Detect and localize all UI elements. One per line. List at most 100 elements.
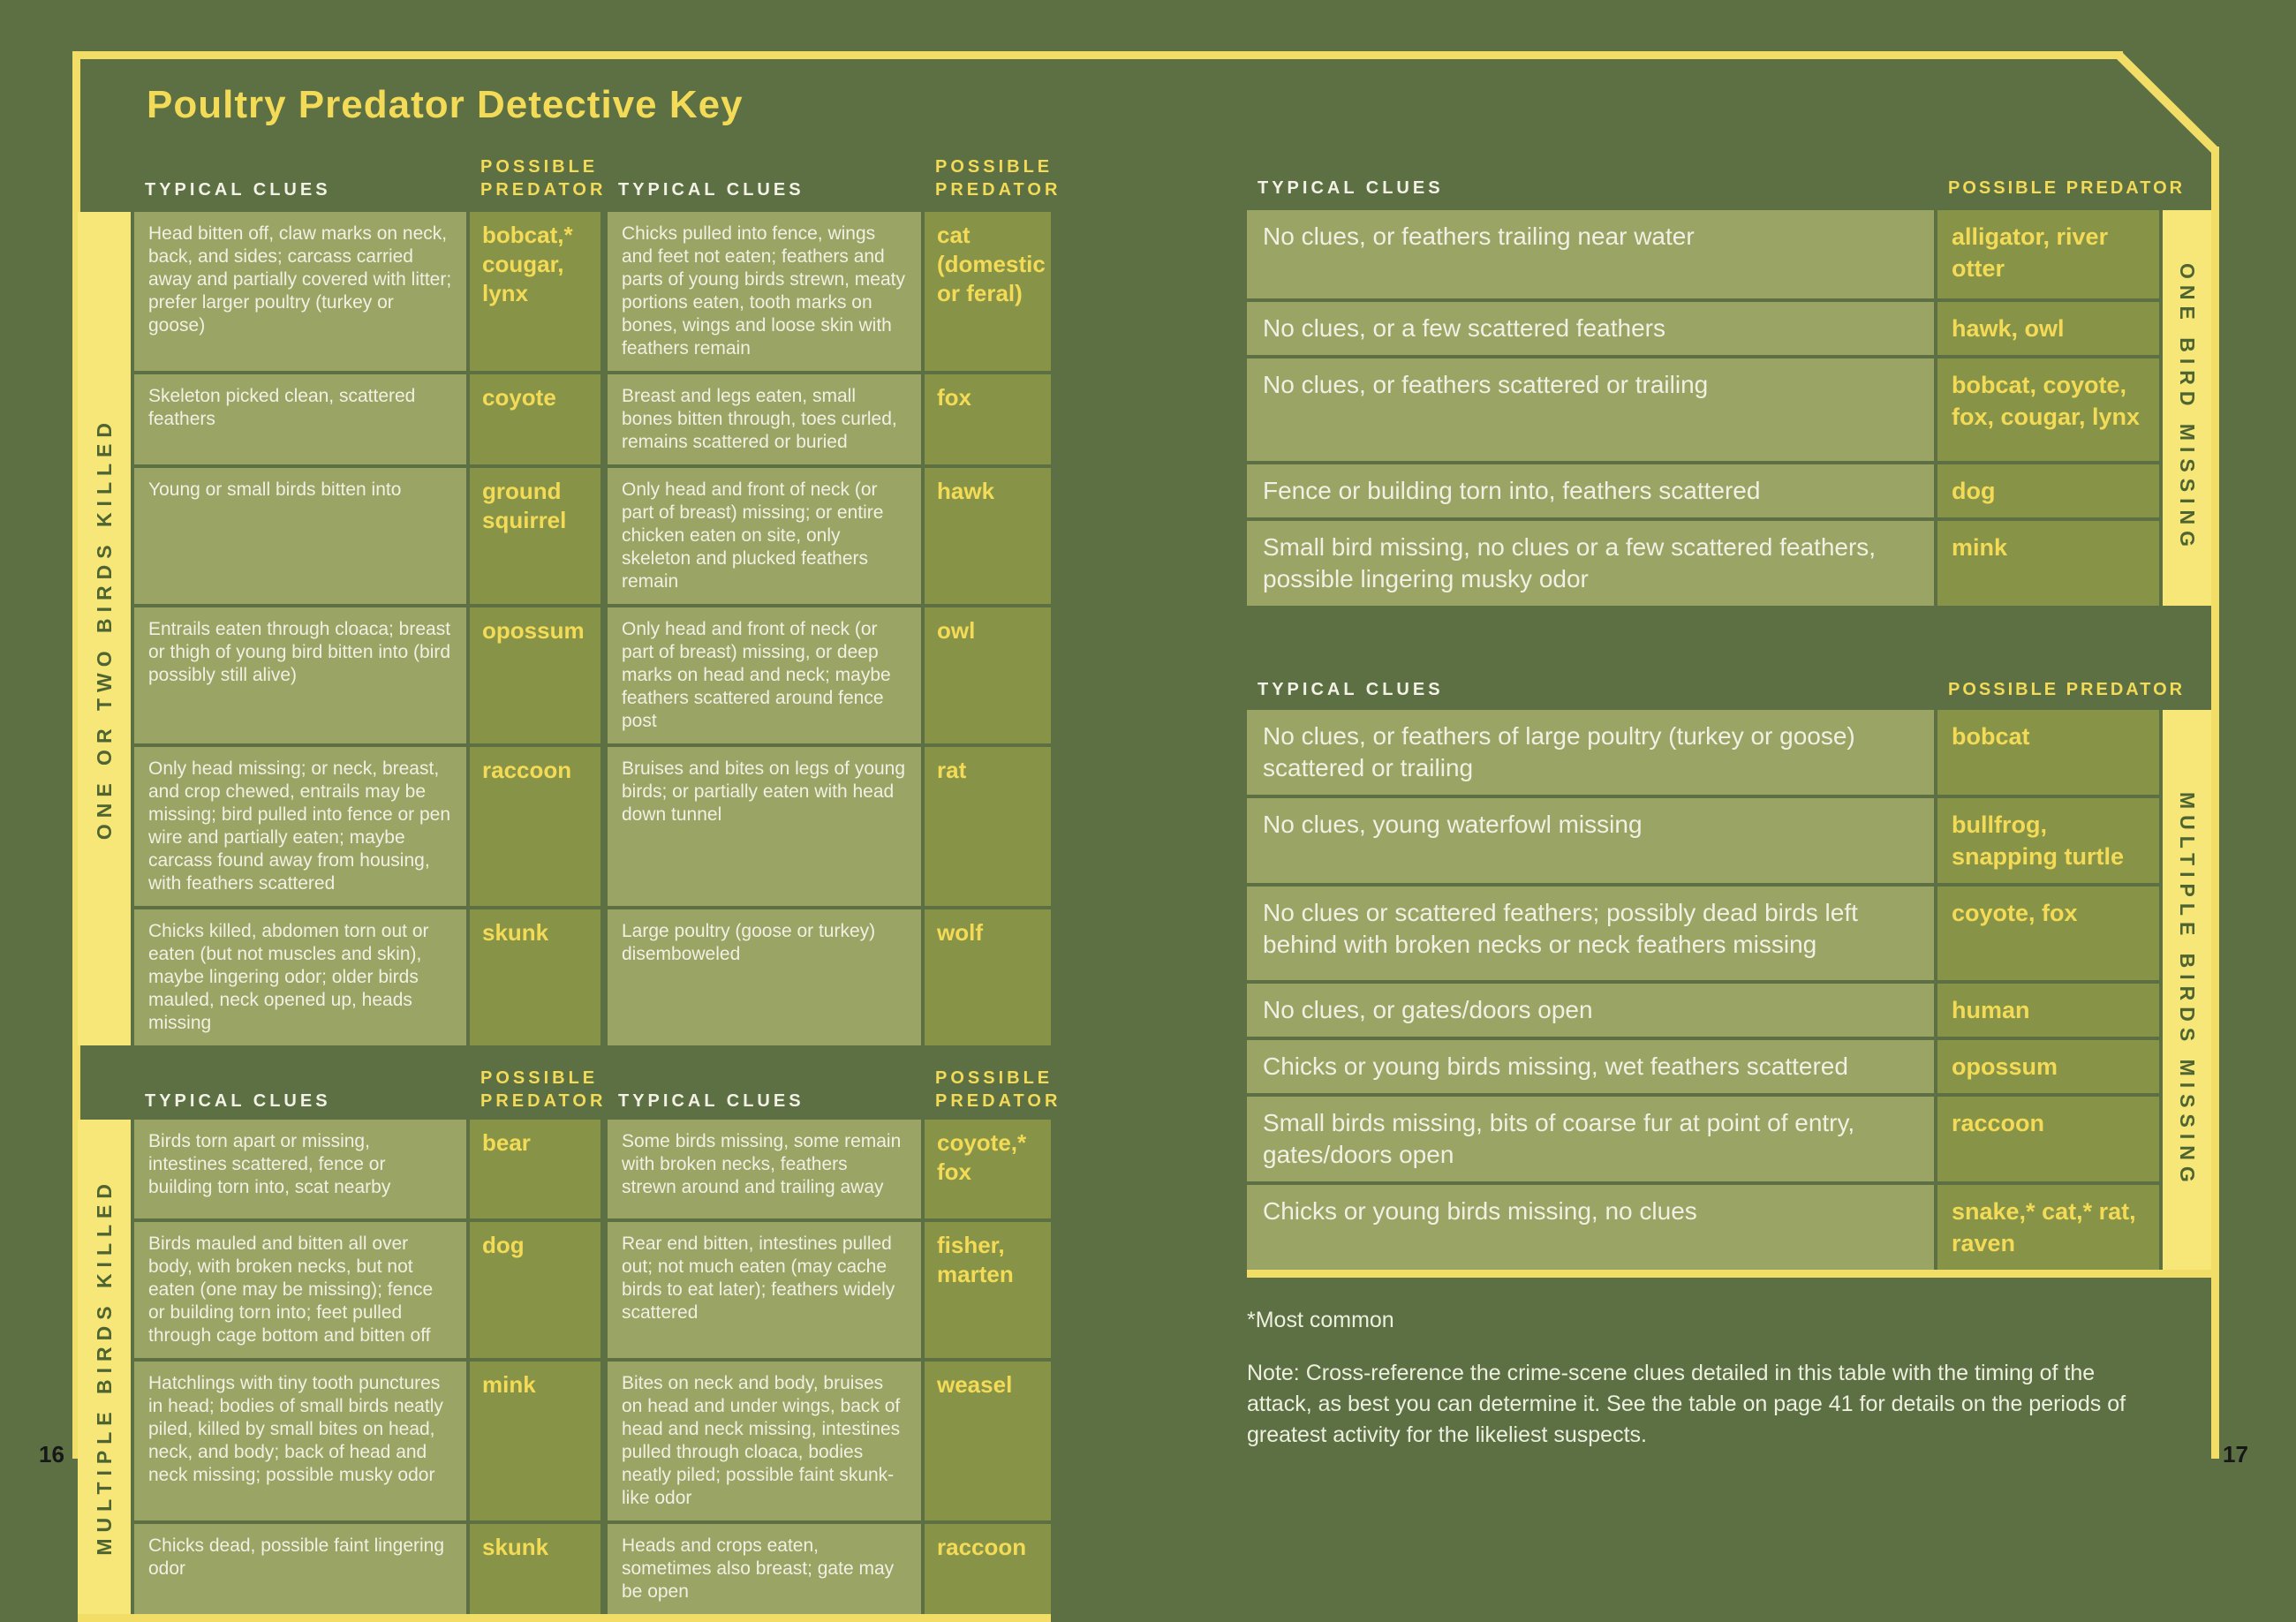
frame-right-line <box>2211 147 2219 1459</box>
clue-cell: Only head missing; or neck, breast, and … <box>134 747 466 906</box>
table-row: No clues, or a few scattered feathers ha… <box>1247 302 2159 355</box>
column-header-typical-clues: TYPICAL CLUES <box>618 1091 804 1111</box>
predator-cell: fisher, marten <box>925 1222 1051 1358</box>
section-label: MULTIPLE BIRDS KILLED <box>92 1178 116 1556</box>
section-label: MULTIPLE BIRDS MISSING <box>2176 791 2199 1188</box>
clue-cell: Chicks dead, possible faint lingering od… <box>134 1524 466 1614</box>
table-header-row: TYPICAL CLUES POSSIBLE PREDATOR TYPICAL … <box>134 1045 1061 1120</box>
clue-cell: Only head and front of neck (or part of … <box>608 607 921 743</box>
clue-cell: Birds mauled and bitten all over body, w… <box>134 1222 466 1358</box>
clue-cell: Chicks pulled into fence, wings and feet… <box>608 212 921 371</box>
table-row: Head bitten off, claw marks on neck, bac… <box>134 212 1051 371</box>
clue-cell: No clues, or gates/doors open <box>1247 984 1934 1037</box>
predator-cell: skunk <box>470 909 600 1045</box>
column-header-typical-clues: TYPICAL CLUES <box>145 180 331 200</box>
clue-cell: Small bird missing, no clues or a few sc… <box>1247 521 1934 606</box>
column-header-possible-predator: POSSIBLE PREDATOR <box>1948 680 2186 699</box>
table-one-or-two-birds-killed: ONE OR TWO BIRDS KILLED Head bitten off,… <box>78 212 1051 1045</box>
table-row: Small bird missing, no clues or a few sc… <box>1247 521 2159 606</box>
frame-bottom-left-line <box>78 1614 1051 1622</box>
table-multiple-birds-missing: No clues, or feathers of large poultry (… <box>1247 710 2219 1270</box>
predator-cell: snake,* cat,* rat, raven <box>1937 1185 2159 1270</box>
predator-cell: alligator, river otter <box>1937 210 2159 298</box>
predator-cell: human <box>1937 984 2159 1037</box>
clue-cell: Head bitten off, claw marks on neck, bac… <box>134 212 466 371</box>
table-row: Chicks dead, possible faint lingering od… <box>134 1524 1051 1614</box>
clue-cell: Hatchlings with tiny tooth punctures in … <box>134 1362 466 1520</box>
table-row: No clues, or feathers trailing near wate… <box>1247 210 2159 298</box>
section-tab-multiple-birds-missing: MULTIPLE BIRDS MISSING <box>2163 710 2211 1270</box>
table-multiple-birds-killed: MULTIPLE BIRDS KILLED Birds torn apart o… <box>78 1120 1051 1614</box>
clue-cell: Only head and front of neck (or part of … <box>608 468 921 604</box>
predator-cell: hawk <box>925 468 1051 604</box>
table-row: Skeleton picked clean, scattered feather… <box>134 374 1051 464</box>
predator-cell: wolf <box>925 909 1051 1045</box>
table-row: No clues, or feathers of large poultry (… <box>1247 710 2159 795</box>
clue-cell: No clues, or feathers trailing near wate… <box>1247 210 1934 298</box>
table-row: Chicks or young birds missing, wet feath… <box>1247 1040 2159 1093</box>
clue-cell: Bruises and bites on legs of young birds… <box>608 747 921 906</box>
column-header-possible-predator: POSSIBLE PREDATOR <box>935 157 1061 200</box>
table-row: Small birds missing, bits of coarse fur … <box>1247 1097 2159 1181</box>
clue-cell: No clues or scattered feathers; possibly… <box>1247 886 1934 980</box>
clue-cell: Chicks killed, abdomen torn out or eaten… <box>134 909 466 1045</box>
predator-cell: owl <box>925 607 1051 743</box>
clue-cell: No clues, or feathers of large poultry (… <box>1247 710 1934 795</box>
table-row: Birds mauled and bitten all over body, w… <box>134 1222 1051 1358</box>
section-tab-multiple-birds-killed: MULTIPLE BIRDS KILLED <box>78 1120 131 1614</box>
column-header-possible-predator: POSSIBLE PREDATOR <box>480 157 607 200</box>
table-row: No clues or scattered feathers; possibly… <box>1247 886 2159 980</box>
table-one-bird-missing: No clues, or feathers trailing near wate… <box>1247 210 2219 606</box>
predator-cell: dog <box>470 1222 600 1358</box>
section-label: ONE BIRD MISSING <box>2176 263 2199 553</box>
page-number-left: 16 <box>39 1441 64 1467</box>
clue-cell: Small birds missing, bits of coarse fur … <box>1247 1097 1934 1181</box>
predator-cell: mink <box>1937 521 2159 606</box>
predator-cell: bobcat,* cougar, lynx <box>470 212 600 371</box>
clue-cell: Large poultry (goose or turkey) disembow… <box>608 909 921 1045</box>
clue-cell: Rear end bitten, intestines pulled out; … <box>608 1222 921 1358</box>
predator-cell: raccoon <box>925 1524 1051 1614</box>
clue-cell: Birds torn apart or missing, intestines … <box>134 1120 466 1218</box>
table-header-row: TYPICAL CLUES POSSIBLE PREDATOR <box>1247 145 2219 200</box>
table-bottom-line <box>1247 1270 2219 1278</box>
table-header-row: TYPICAL CLUES POSSIBLE PREDATOR TYPICAL … <box>134 147 1061 201</box>
clue-cell: Young or small birds bitten into <box>134 468 466 604</box>
column-header-typical-clues: TYPICAL CLUES <box>1258 680 1444 699</box>
left-page: Poultry Predator Detective Key TYPICAL C… <box>78 60 1061 1622</box>
clue-cell: Entrails eaten through cloaca; breast or… <box>134 607 466 743</box>
column-header-possible-predator: POSSIBLE PREDATOR <box>480 1068 607 1111</box>
table-row: Fence or building torn into, feathers sc… <box>1247 464 2159 517</box>
footnote-most-common: *Most common <box>1247 1308 1394 1332</box>
predator-cell: fox <box>925 374 1051 464</box>
predator-cell: opossum <box>1937 1040 2159 1093</box>
predator-cell: rat <box>925 747 1051 906</box>
predator-cell: raccoon <box>470 747 600 906</box>
cross-reference-note: Note: Cross-reference the crime-scene cl… <box>1247 1361 2126 1447</box>
predator-cell: bear <box>470 1120 600 1218</box>
predator-cell: weasel <box>925 1362 1051 1520</box>
frame-left-line <box>72 51 80 1459</box>
page-title: Poultry Predator Detective Key <box>147 83 744 126</box>
section-label: ONE OR TWO BIRDS KILLED <box>92 417 116 841</box>
predator-cell: opossum <box>470 607 600 743</box>
predator-cell: skunk <box>470 1524 600 1614</box>
table-row: No clues, or gates/doors open human <box>1247 984 2159 1037</box>
predator-cell: mink <box>470 1362 600 1520</box>
table-row: Birds torn apart or missing, intestines … <box>134 1120 1051 1218</box>
table-row: No clues, young waterfowl missing bullfr… <box>1247 798 2159 883</box>
clue-cell: Breast and legs eaten, small bones bitte… <box>608 374 921 464</box>
clue-cell: No clues, young waterfowl missing <box>1247 798 1934 883</box>
predator-cell: bobcat <box>1937 710 2159 795</box>
column-header-possible-predator: POSSIBLE PREDATOR <box>935 1068 1061 1111</box>
table-row: Only head missing; or neck, breast, and … <box>134 747 1051 906</box>
predator-cell: hawk, owl <box>1937 302 2159 355</box>
section-tab-one-bird-missing: ONE BIRD MISSING <box>2163 210 2211 606</box>
column-header-typical-clues: TYPICAL CLUES <box>145 1091 331 1111</box>
table-row: Chicks killed, abdomen torn out or eaten… <box>134 909 1051 1045</box>
column-header-typical-clues: TYPICAL CLUES <box>1258 178 1444 198</box>
predator-cell: ground squirrel <box>470 468 600 604</box>
clue-cell: No clues, or feathers scattered or trail… <box>1247 358 1934 461</box>
section-tab-one-or-two-birds-killed: ONE OR TWO BIRDS KILLED <box>78 212 131 1045</box>
predator-cell: raccoon <box>1937 1097 2159 1181</box>
